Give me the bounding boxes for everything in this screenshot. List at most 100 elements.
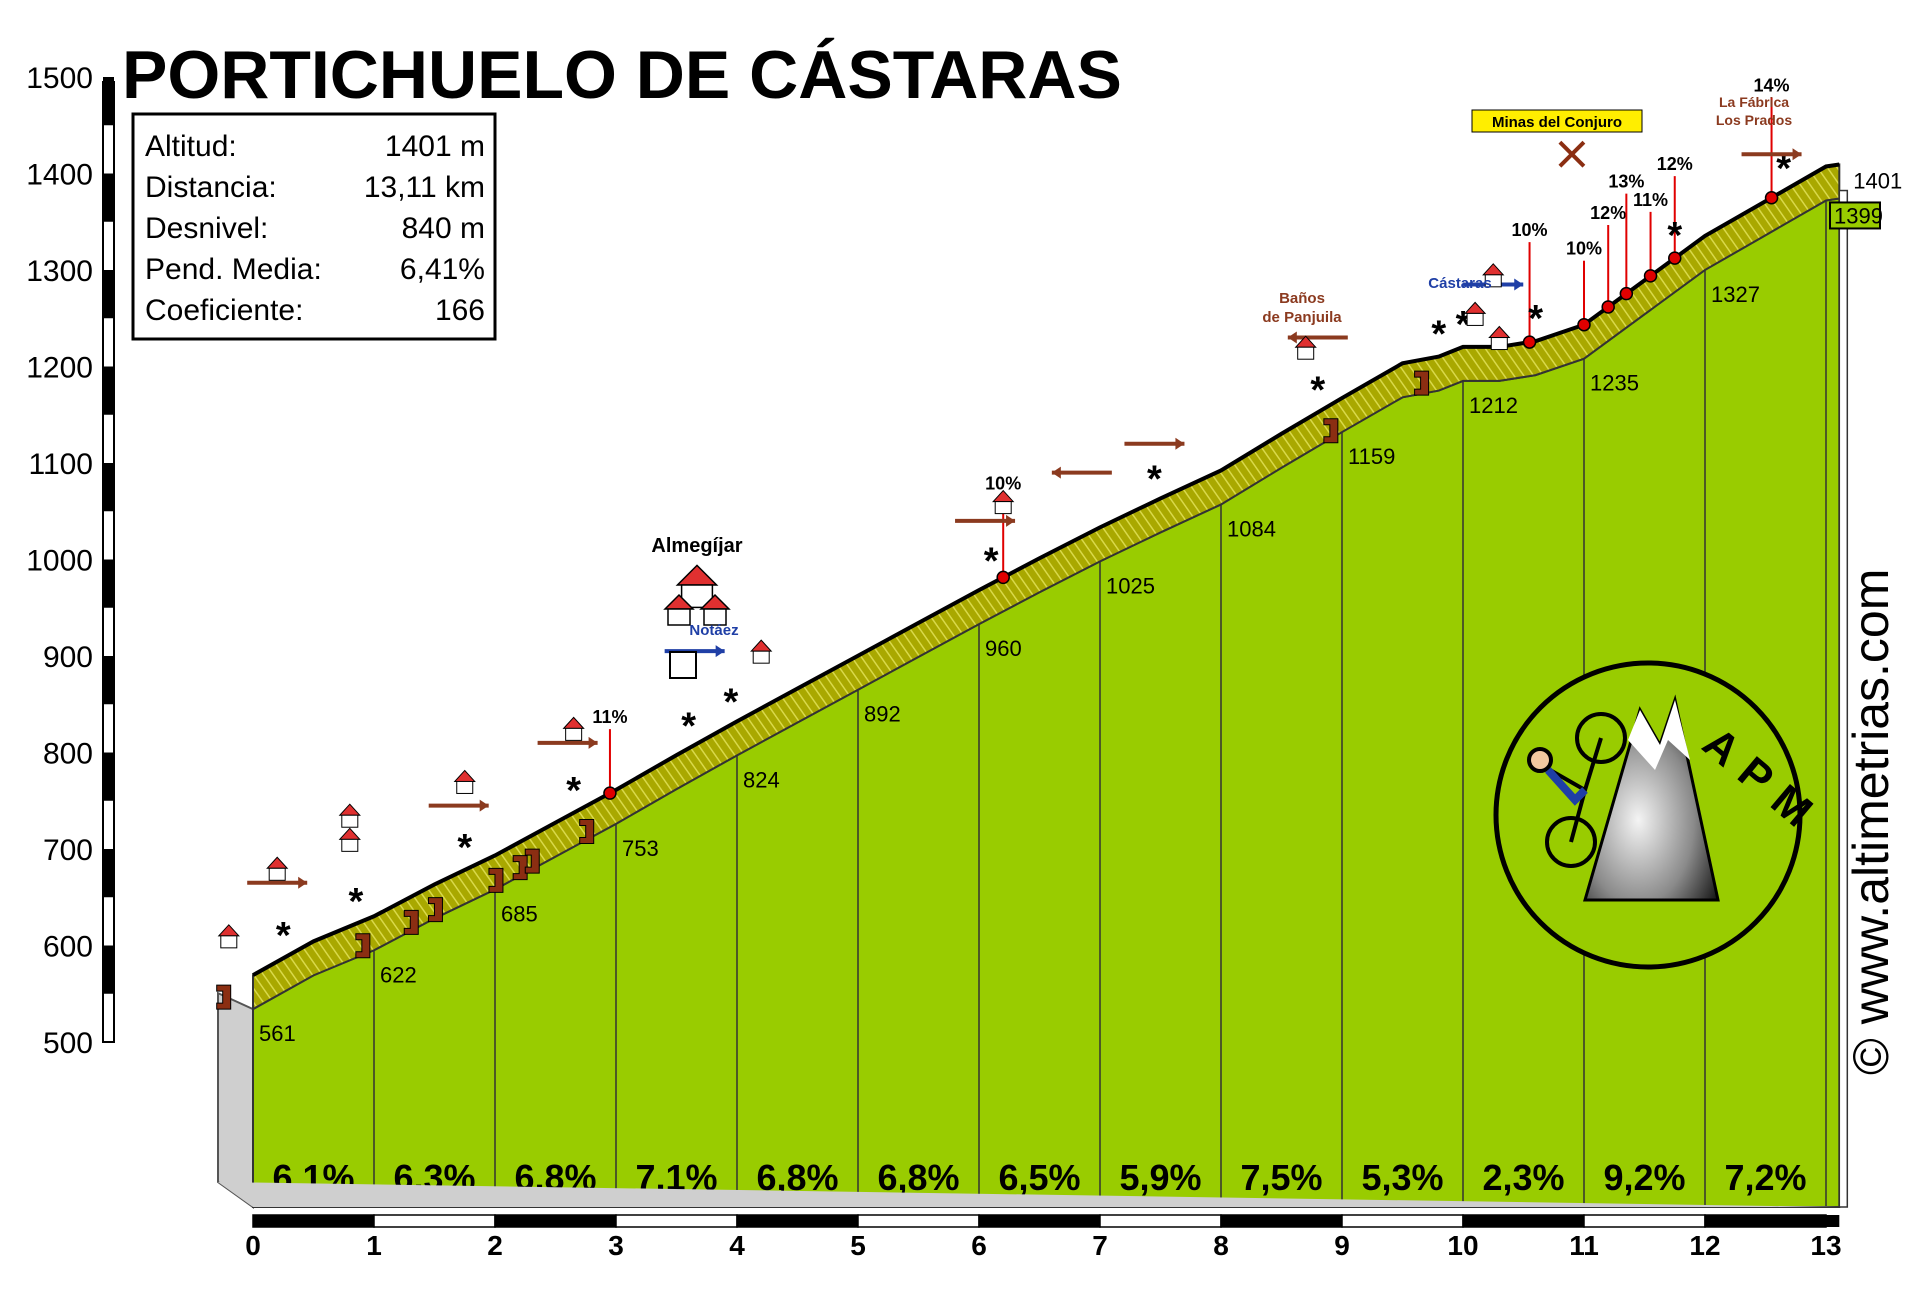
- annotations: 11%10%10%10%12%13%11%12%14%********** * **…: [216, 76, 1802, 1010]
- place-banos: Baños: [1279, 290, 1325, 307]
- ramp-dot: [603, 786, 617, 800]
- ramp-label: 13%: [1608, 172, 1644, 192]
- ramp-dot: [996, 570, 1010, 585]
- ramp-dot: [1643, 269, 1658, 283]
- y-tick-label: 1200: [26, 352, 93, 385]
- x-tick-label: 10: [1447, 1230, 1478, 1261]
- km-post-icon: [1323, 418, 1339, 444]
- house-roof-icon: [1488, 325, 1511, 339]
- place-almegijar: Almegíjar: [651, 535, 742, 557]
- ramp-dot: [1577, 317, 1591, 332]
- x-tick-label: 12: [1689, 1230, 1720, 1261]
- altitude-label: 1235: [1590, 371, 1639, 396]
- snow-cap-icon: [1628, 700, 1690, 770]
- altitude-label: 753: [622, 836, 659, 861]
- altitude-label: 622: [380, 962, 417, 987]
- direction-arrow-head-icon: [1514, 278, 1524, 291]
- altitude-label: 561: [259, 1021, 296, 1046]
- village-house-icon: [680, 584, 714, 609]
- ramp-dot: [1619, 286, 1634, 301]
- segment-gradient-label: 6,8%: [877, 1157, 959, 1198]
- y-axis-block: [103, 752, 114, 801]
- house-roof-icon: [338, 803, 361, 816]
- direction-arrow-head-icon: [1006, 514, 1016, 527]
- altitude-label: 1025: [1106, 573, 1155, 598]
- km-post-icon: [403, 909, 419, 935]
- x-axis: 0 1 2 3 4 5 6 7 8 9 10 11 12 13: [218, 1182, 1842, 1261]
- place-minas: Minas del Conjuro: [1492, 114, 1622, 131]
- km-post-icon: [427, 897, 443, 923]
- x-axis-block: [1220, 1214, 1343, 1228]
- ramp-dot: [1668, 251, 1682, 265]
- y-tick-label: 600: [43, 931, 93, 964]
- direction-arrow-head-icon: [715, 645, 725, 658]
- x-tick-label: 13: [1810, 1230, 1841, 1261]
- x-axis-block: [373, 1214, 496, 1228]
- house-icon: [752, 650, 770, 664]
- y-tick-label: 1100: [28, 448, 93, 481]
- stats-box-frame: [131, 112, 497, 341]
- house-icon: [1484, 274, 1502, 288]
- place-panjuila: de Panjuila: [1262, 309, 1342, 326]
- house-roof-icon: [266, 856, 289, 869]
- y-axis-block: [103, 849, 114, 898]
- y-axis: 500 600 700 800 900 1000 1100 1200 1300 1400 1500: [26, 62, 115, 1060]
- x-axis-block: [615, 1214, 738, 1228]
- stat-label: Pend. Media:: [145, 253, 322, 286]
- ramp-label: 14%: [1754, 76, 1790, 96]
- y-axis-block: [103, 270, 114, 319]
- watermark: © www.altimetrias.com: [1843, 569, 1899, 1075]
- ramp-label: 12%: [1657, 154, 1693, 174]
- profile-side-face: [217, 991, 254, 1209]
- x-axis-base-shadow: [218, 1182, 1840, 1207]
- house-icon: [456, 780, 474, 794]
- house-roof-icon: [1482, 263, 1505, 276]
- segment-gradient-label: 6,5%: [998, 1157, 1080, 1198]
- ramp-label: 11%: [592, 707, 627, 727]
- house-icon: [565, 727, 583, 741]
- y-tick-label: 1000: [26, 545, 93, 578]
- altitude-label: 1159: [1348, 444, 1395, 469]
- x-axis-block: [978, 1214, 1101, 1228]
- fountain-icon: *: [566, 770, 581, 812]
- altitude-label: 960: [985, 636, 1022, 661]
- fountain-icon: *: [984, 541, 999, 583]
- fountain-icon: *: [1667, 215, 1682, 257]
- y-axis-block: [103, 77, 114, 126]
- house-icon: [994, 501, 1012, 515]
- y-tick-label: 800: [43, 738, 93, 771]
- y-tick-label: 1500: [26, 62, 93, 95]
- altitude-label: 685: [501, 901, 538, 926]
- stats-box: Altitud: 1401 m Distancia: 13,11 km Desnivel…: [131, 112, 497, 341]
- x-tick-label: 2: [487, 1230, 503, 1261]
- x-tick-label: 8: [1213, 1230, 1229, 1261]
- village-roof-icon: [675, 564, 719, 586]
- km-post-icon: [579, 819, 595, 845]
- y-tick-label: 700: [43, 834, 93, 867]
- segment-gradient-label: 9,2%: [1603, 1157, 1685, 1198]
- fountain-icon: *: [681, 705, 696, 747]
- village-house-icon: [667, 608, 691, 626]
- house-roof-icon: [338, 827, 361, 840]
- altitude-label: 1327: [1711, 282, 1760, 307]
- altitude-label: 892: [864, 702, 901, 727]
- segment-gradient-label: 2,3%: [1482, 1157, 1564, 1198]
- village-house-icon: [703, 608, 727, 626]
- ramp-dot: [1601, 300, 1615, 314]
- segment-gradient-label: 7,5%: [1240, 1157, 1322, 1198]
- chart-title: PORTICHUELO DE CÁSTARAS: [122, 37, 1122, 113]
- x-tick-label: 9: [1334, 1230, 1350, 1261]
- km-post-icon: [512, 855, 528, 881]
- y-axis-block: [103, 945, 114, 994]
- y-axis-blocks: [103, 77, 114, 994]
- fountain-icon: *: [1431, 314, 1446, 356]
- ramp-dot: [1522, 335, 1537, 349]
- house-icon: [268, 867, 286, 881]
- stat-label: Altitud:: [145, 130, 237, 163]
- km-post-icon: [1414, 370, 1430, 396]
- x-tick-label: 5: [850, 1230, 866, 1261]
- direction-arrow-head-icon: [588, 736, 598, 749]
- ramp-label: 10%: [1566, 239, 1602, 259]
- x-axis-block: [1826, 1215, 1840, 1227]
- x-tick-label: 11: [1569, 1230, 1599, 1261]
